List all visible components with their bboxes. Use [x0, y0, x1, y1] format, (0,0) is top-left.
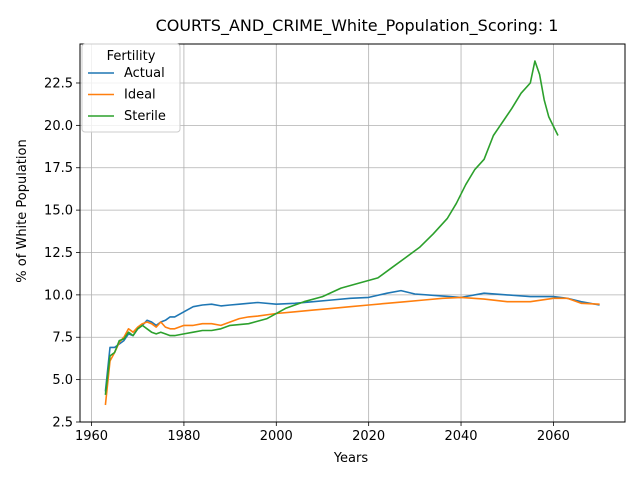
y-tick-label: 12.5 — [44, 246, 73, 261]
legend-label-actual: Actual — [124, 66, 165, 81]
x-tick-label: 1960 — [75, 429, 108, 444]
grid — [80, 44, 625, 423]
series-line-ideal — [104, 296, 600, 406]
y-tick-label: 20.0 — [44, 119, 73, 134]
x-axis-title: Years — [333, 451, 369, 466]
legend-title: Fertility — [107, 49, 156, 64]
y-tick-label: 7.5 — [52, 331, 73, 346]
y-tick-label: 22.5 — [44, 76, 73, 91]
x-tick-label: 1980 — [167, 429, 200, 444]
series-line-sterile — [104, 60, 559, 395]
legend-label-ideal: Ideal — [124, 88, 156, 103]
plot-frame — [79, 43, 626, 423]
x-tick-label: 2020 — [352, 429, 385, 444]
y-tick-label: 2.5 — [52, 416, 73, 431]
legend-box — [81, 43, 181, 133]
chart-title: COURTS_AND_CRIME_White_Population_Scorin… — [156, 16, 559, 36]
x-tick-label: 2040 — [444, 429, 477, 444]
y-tick-label: 10.0 — [44, 288, 73, 303]
ticks: 1960 1980 2000 2020 2040 2060 2.5 5.0 7.5 10.0 12.… — [44, 76, 570, 444]
legend: Fertility Actual Ideal Sterile — [81, 43, 181, 133]
y-tick-label: 17.5 — [44, 161, 73, 176]
y-axis-title: % of White Population — [15, 139, 30, 282]
x-tick-label: 2000 — [260, 429, 293, 444]
y-tick-label: 15.0 — [44, 204, 73, 219]
legend-entries: Actual Ideal Sterile — [88, 66, 166, 124]
legend-label-sterile: Sterile — [124, 109, 166, 124]
y-tick-label: 5.0 — [52, 373, 73, 388]
series-lines — [104, 60, 600, 406]
x-tick-label: 2060 — [537, 429, 570, 444]
